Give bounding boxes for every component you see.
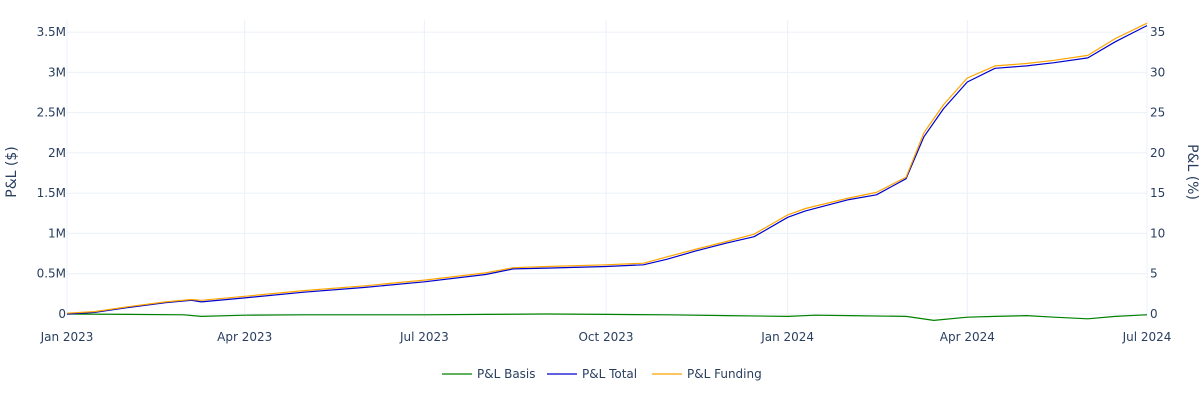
legend: P&L Basis P&L Total P&L Funding (442, 367, 762, 381)
y-right-tick-label: 0 (1150, 307, 1158, 321)
legend-item-p-l-funding: P&L Funding (652, 367, 762, 381)
y-axis-right-title: P&L (%) (1184, 144, 1200, 200)
x-tick-label: Jan 2024 (760, 330, 814, 344)
x-axis-ticks: Jan 2023 Apr 2023 Jul 2023 Oct 2023 Jan 2024… (40, 330, 1172, 344)
legend-label: P&L Funding (687, 367, 762, 381)
series-line-p-l-funding (66, 22, 1148, 314)
y-left-tick-label: 3M (48, 65, 66, 79)
x-tick-label: Apr 2024 (940, 330, 995, 344)
series-lines (66, 22, 1148, 321)
x-tick-label: Oct 2023 (578, 330, 633, 344)
legend-item-p-l-total: P&L Total (547, 367, 637, 381)
y-right-tick-label: 10 (1150, 226, 1165, 240)
y-left-tick-label: 0 (58, 307, 66, 321)
y-left-tick-label: 2M (48, 146, 66, 160)
y-left-tick-label: 1M (48, 226, 66, 240)
gridlines (66, 20, 1148, 318)
y-right-tick-label: 35 (1150, 25, 1165, 39)
x-tick-label: Jan 2023 (40, 330, 94, 344)
series-line-p-l-total (66, 25, 1148, 315)
series-line-p-l-basis (66, 313, 1148, 321)
y-right-tick-label: 25 (1150, 106, 1165, 120)
x-tick-label: Jul 2024 (1122, 330, 1172, 344)
y-right-tick-label: 15 (1150, 186, 1165, 200)
y-left-tick-label: 0.5M (37, 267, 66, 281)
y-left-tick-label: 1.5M (37, 186, 66, 200)
legend-item-p-l-basis: P&L Basis (442, 367, 536, 381)
y-right-tick-label: 20 (1150, 146, 1165, 160)
y-axis-right-ticks: 0 5 10 15 20 25 30 35 (1150, 25, 1165, 321)
y-left-tick-label: 3.5M (37, 25, 66, 39)
y-axis-left-title: P&L ($) (4, 146, 20, 197)
x-tick-label: Jul 2023 (399, 330, 449, 344)
y-axis-left-ticks: 0 0.5M 1M 1.5M 2M 2.5M 3M 3.5M (37, 25, 66, 321)
y-left-tick-label: 2.5M (37, 106, 66, 120)
x-tick-label: Apr 2023 (217, 330, 272, 344)
legend-label: P&L Basis (477, 367, 536, 381)
y-right-tick-label: 30 (1150, 65, 1165, 79)
y-right-tick-label: 5 (1150, 267, 1158, 281)
legend-label: P&L Total (582, 367, 637, 381)
